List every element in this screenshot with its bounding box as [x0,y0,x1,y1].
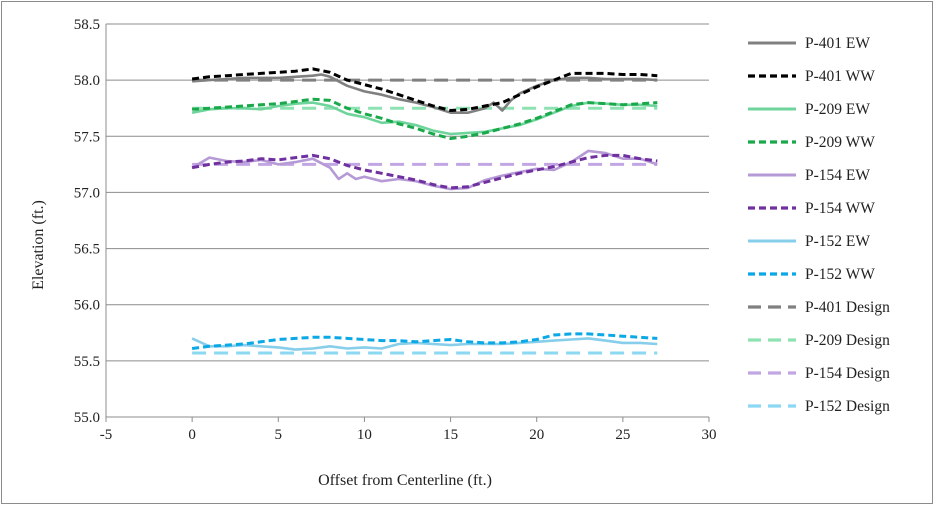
y-tick-label: 57.0 [74,185,100,201]
legend-label: P-401 EW [805,35,870,52]
x-tick-label: 25 [615,427,630,443]
x-tick-label: 10 [357,427,372,443]
x-tick-label: 30 [702,427,717,443]
legend-label: P-401 Design [805,299,890,316]
series-line-p-152-ww [191,332,658,350]
legend-label: P-209 EW [805,101,870,118]
y-axis-title: Elevation (ft.) [30,200,47,290]
axes [105,24,710,422]
x-tick-label: 20 [529,427,544,443]
x-tick-label: 15 [443,427,458,443]
x-tick-label: -5 [100,427,113,443]
series-line-p-209-ww [192,97,658,140]
legend-label: P-152 WW [805,266,875,283]
x-tick-label: 0 [188,427,196,443]
y-tick-label: 58.0 [74,73,100,89]
legend-label: P-209 Design [805,332,890,349]
y-tick-label: 58.5 [74,17,100,33]
legend-label: P-154 WW [805,200,875,217]
legend-label: P-154 EW [805,167,870,184]
series-line-p-152-ew [191,337,658,351]
legend-label: P-209 WW [805,134,875,151]
x-tick-labels: -5 0 5 10 15 20 25 30 [100,427,717,443]
legend-label: P-401 WW [805,68,875,85]
legend-label: P-152 Design [805,398,890,415]
series-line-p-401-ww [191,67,658,112]
y-tick-labels: 55.0 55.5 56.0 56.5 57.0 57.5 58.0 58.5 [74,17,100,426]
y-tick-label: 55.5 [74,354,100,370]
series-line-p-154-ww [191,153,658,190]
y-tick-label: 56.5 [74,242,100,258]
plot-area [191,67,658,355]
legend-label: P-154 Design [805,365,890,382]
gridlines [106,23,709,418]
x-axis-title: Offset from Centerline (ft.) [318,472,492,489]
legend-label: P-152 EW [805,233,870,250]
y-tick-label: 57.5 [74,129,100,145]
legend: P-401 EW P-401 WW P-209 EW P-209 WW P-154 EW… [748,35,890,415]
x-tick-label: 5 [275,427,283,443]
y-tick-label: 55.0 [74,410,100,426]
y-tick-label: 56.0 [74,298,100,314]
